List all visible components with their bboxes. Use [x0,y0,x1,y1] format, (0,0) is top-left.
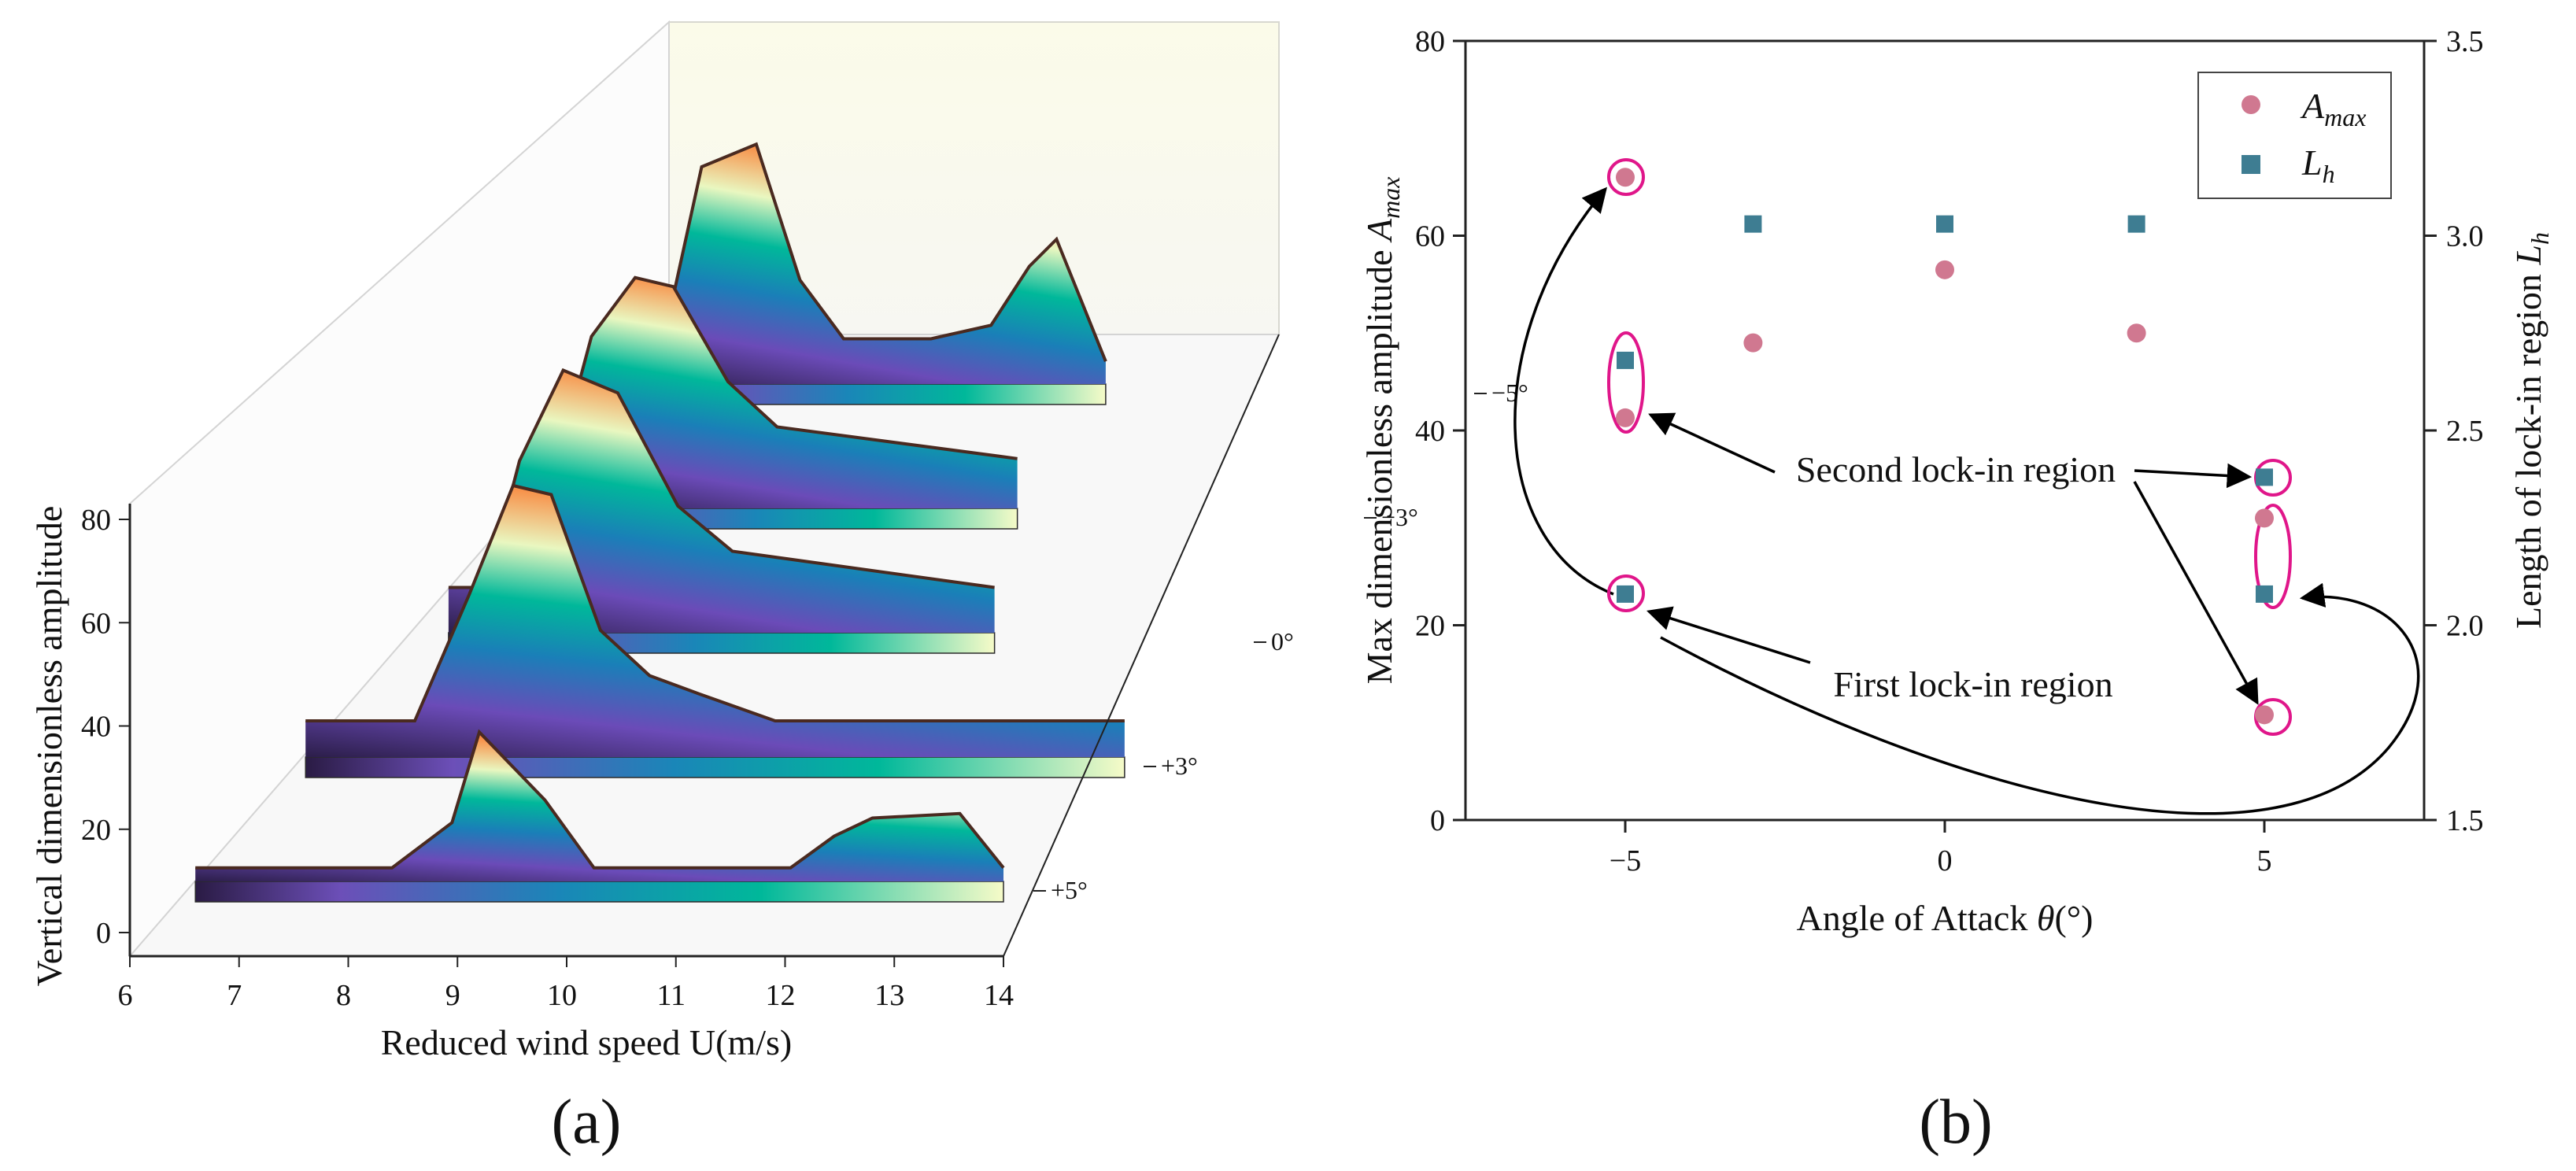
point-lh [1936,215,1953,233]
y2-tick-label-b: 3.0 [2446,220,2484,253]
ribbon-area-1 [305,486,1125,757]
x-tick-label-a: 14 [984,979,1014,1012]
ribbon-base-0 [194,881,1004,903]
y-axis-title-a: Vertical dimensionless amplitude [29,506,69,987]
ribbon-area-3 [542,277,1018,508]
y-tick-label-a: 0 [96,917,111,950]
y-tick-label-b: 20 [1415,610,1445,643]
point-amax [1743,333,1763,353]
depth-axis-line [1003,334,1280,957]
legend-marker-lh [2242,155,2260,174]
y-tick-label-b: 60 [1415,220,1445,253]
ribbon-area-4 [636,144,1106,385]
y-tick-group-a: 0 20 40 60 80 [81,504,130,950]
annotation-arrows [1513,187,2420,815]
ribbon-line-4 [636,142,1107,368]
point-lh [1744,215,1762,233]
arrow-first-left [1646,606,1811,664]
ribbon-base-1 [305,756,1125,778]
x-tick-label-a: 9 [445,979,460,1012]
curved-arrow-left [1513,187,1614,596]
point-amax [1616,168,1635,187]
y-tick-label-a: 80 [81,504,111,537]
annotation-second-lockin: Second lock-in region [1796,449,2116,489]
point-amax [2255,705,2274,725]
ribbon-area-0 [195,732,1004,881]
legend-label-amax: Amax [2300,86,2366,131]
point-lh [1617,585,1634,603]
point-amax [2127,323,2146,343]
highlight-circle-lh-minus5 [1607,574,1645,612]
highlight-group [1607,158,2292,736]
ribbon-area-2 [448,370,995,633]
scatter-points [1616,168,2274,725]
point-amax [1616,408,1635,427]
point-amax [1935,260,1954,279]
x-axis-title-a: Reduced wind speed U(m/s) [381,1022,793,1062]
x-tick-label-b: 0 [1938,844,1953,877]
y2-tick-label-b: 2.5 [2446,415,2484,448]
arrow-second-down [2133,481,2259,705]
arrow-second-left [1648,412,1776,474]
y-tick-label-b: 80 [1415,25,1445,58]
y-tick-label-a: 40 [81,711,111,744]
legend: Amax Lh [2197,72,2392,199]
point-lh [2127,215,2145,233]
x-tick-label-a: 12 [766,979,796,1012]
slice-label-1: +3° [1161,752,1198,780]
highlight-circle-amax-minus5-high [1607,158,1645,196]
panel-label-b: (b) [1919,1088,1992,1157]
point-lh [1617,351,1634,369]
y2-axis-title-b: Length of lock-in region Lh [2508,232,2554,629]
point-lh [2256,585,2273,603]
x-tick-label-a: 10 [547,979,577,1012]
y-tick-label-a: 20 [81,814,111,847]
x-tick-label-b: 5 [2257,844,2272,877]
x-axis-title-b: Angle of Attack θ(°) [1797,898,2094,938]
y2-tick-label-b: 3.5 [2446,25,2484,58]
x-tick-label-b: −5 [1610,844,1641,877]
y-tick-label-a: 60 [81,607,111,640]
y-tick-label-b: 40 [1415,415,1445,448]
slice-label-3: −3° [1381,503,1418,531]
x-tick-label-a: 11 [656,979,686,1012]
x-tick-group-a: 6 7 8 9 10 11 12 13 14 [118,956,1014,1012]
y-axis-title-b: Max dimensionless amplitude Amax [1359,177,1405,685]
arrow-second-right [2134,463,2253,489]
highlight-ellipse-5 [2254,504,2292,609]
x-tick-group-b: −5 0 5 [1610,820,2272,877]
slice-label-4: −5° [1491,379,1528,407]
slice-label-2: 0° [1271,627,1294,656]
point-amax [2255,508,2274,528]
legend-box [2197,72,2392,199]
ribbon-group [194,142,1125,903]
y2-tick-label-b: 2.0 [2446,610,2484,643]
x-tick-label-a: 13 [874,979,904,1012]
legend-marker-amax [2242,95,2260,114]
curved-arrow-right [1660,582,2420,815]
ribbon-line-0 [195,729,1005,870]
x-tick-label-a: 7 [227,979,242,1012]
panel-b-scatter: −5 0 5 0 20 40 60 80 1.5 2.0 2.5 3.0 3.5 Second lo… [1359,25,2554,1157]
slice-label-0: +5° [1051,876,1088,904]
x-tick-label-a: 8 [336,979,351,1012]
y-tick-label-b: 0 [1430,804,1445,837]
slice-label-group: −5° −3° 0° +3° +5° [1033,379,1528,904]
point-lh [2256,468,2273,486]
ribbon-line-1 [305,483,1125,722]
y2-tick-group-b: 1.5 2.0 2.5 3.0 3.5 [2424,25,2484,837]
x-tick-label-a: 6 [118,979,133,1012]
panel-label-a: (a) [552,1088,622,1157]
y2-tick-label-b: 1.5 [2446,804,2484,837]
annotation-first-lockin: First lock-in region [1833,664,2112,704]
y-tick-group-b: 0 20 40 60 80 [1415,25,1465,837]
highlight-ellipse-minus5 [1607,331,1645,434]
legend-label-lh: Lh [2301,142,2335,188]
